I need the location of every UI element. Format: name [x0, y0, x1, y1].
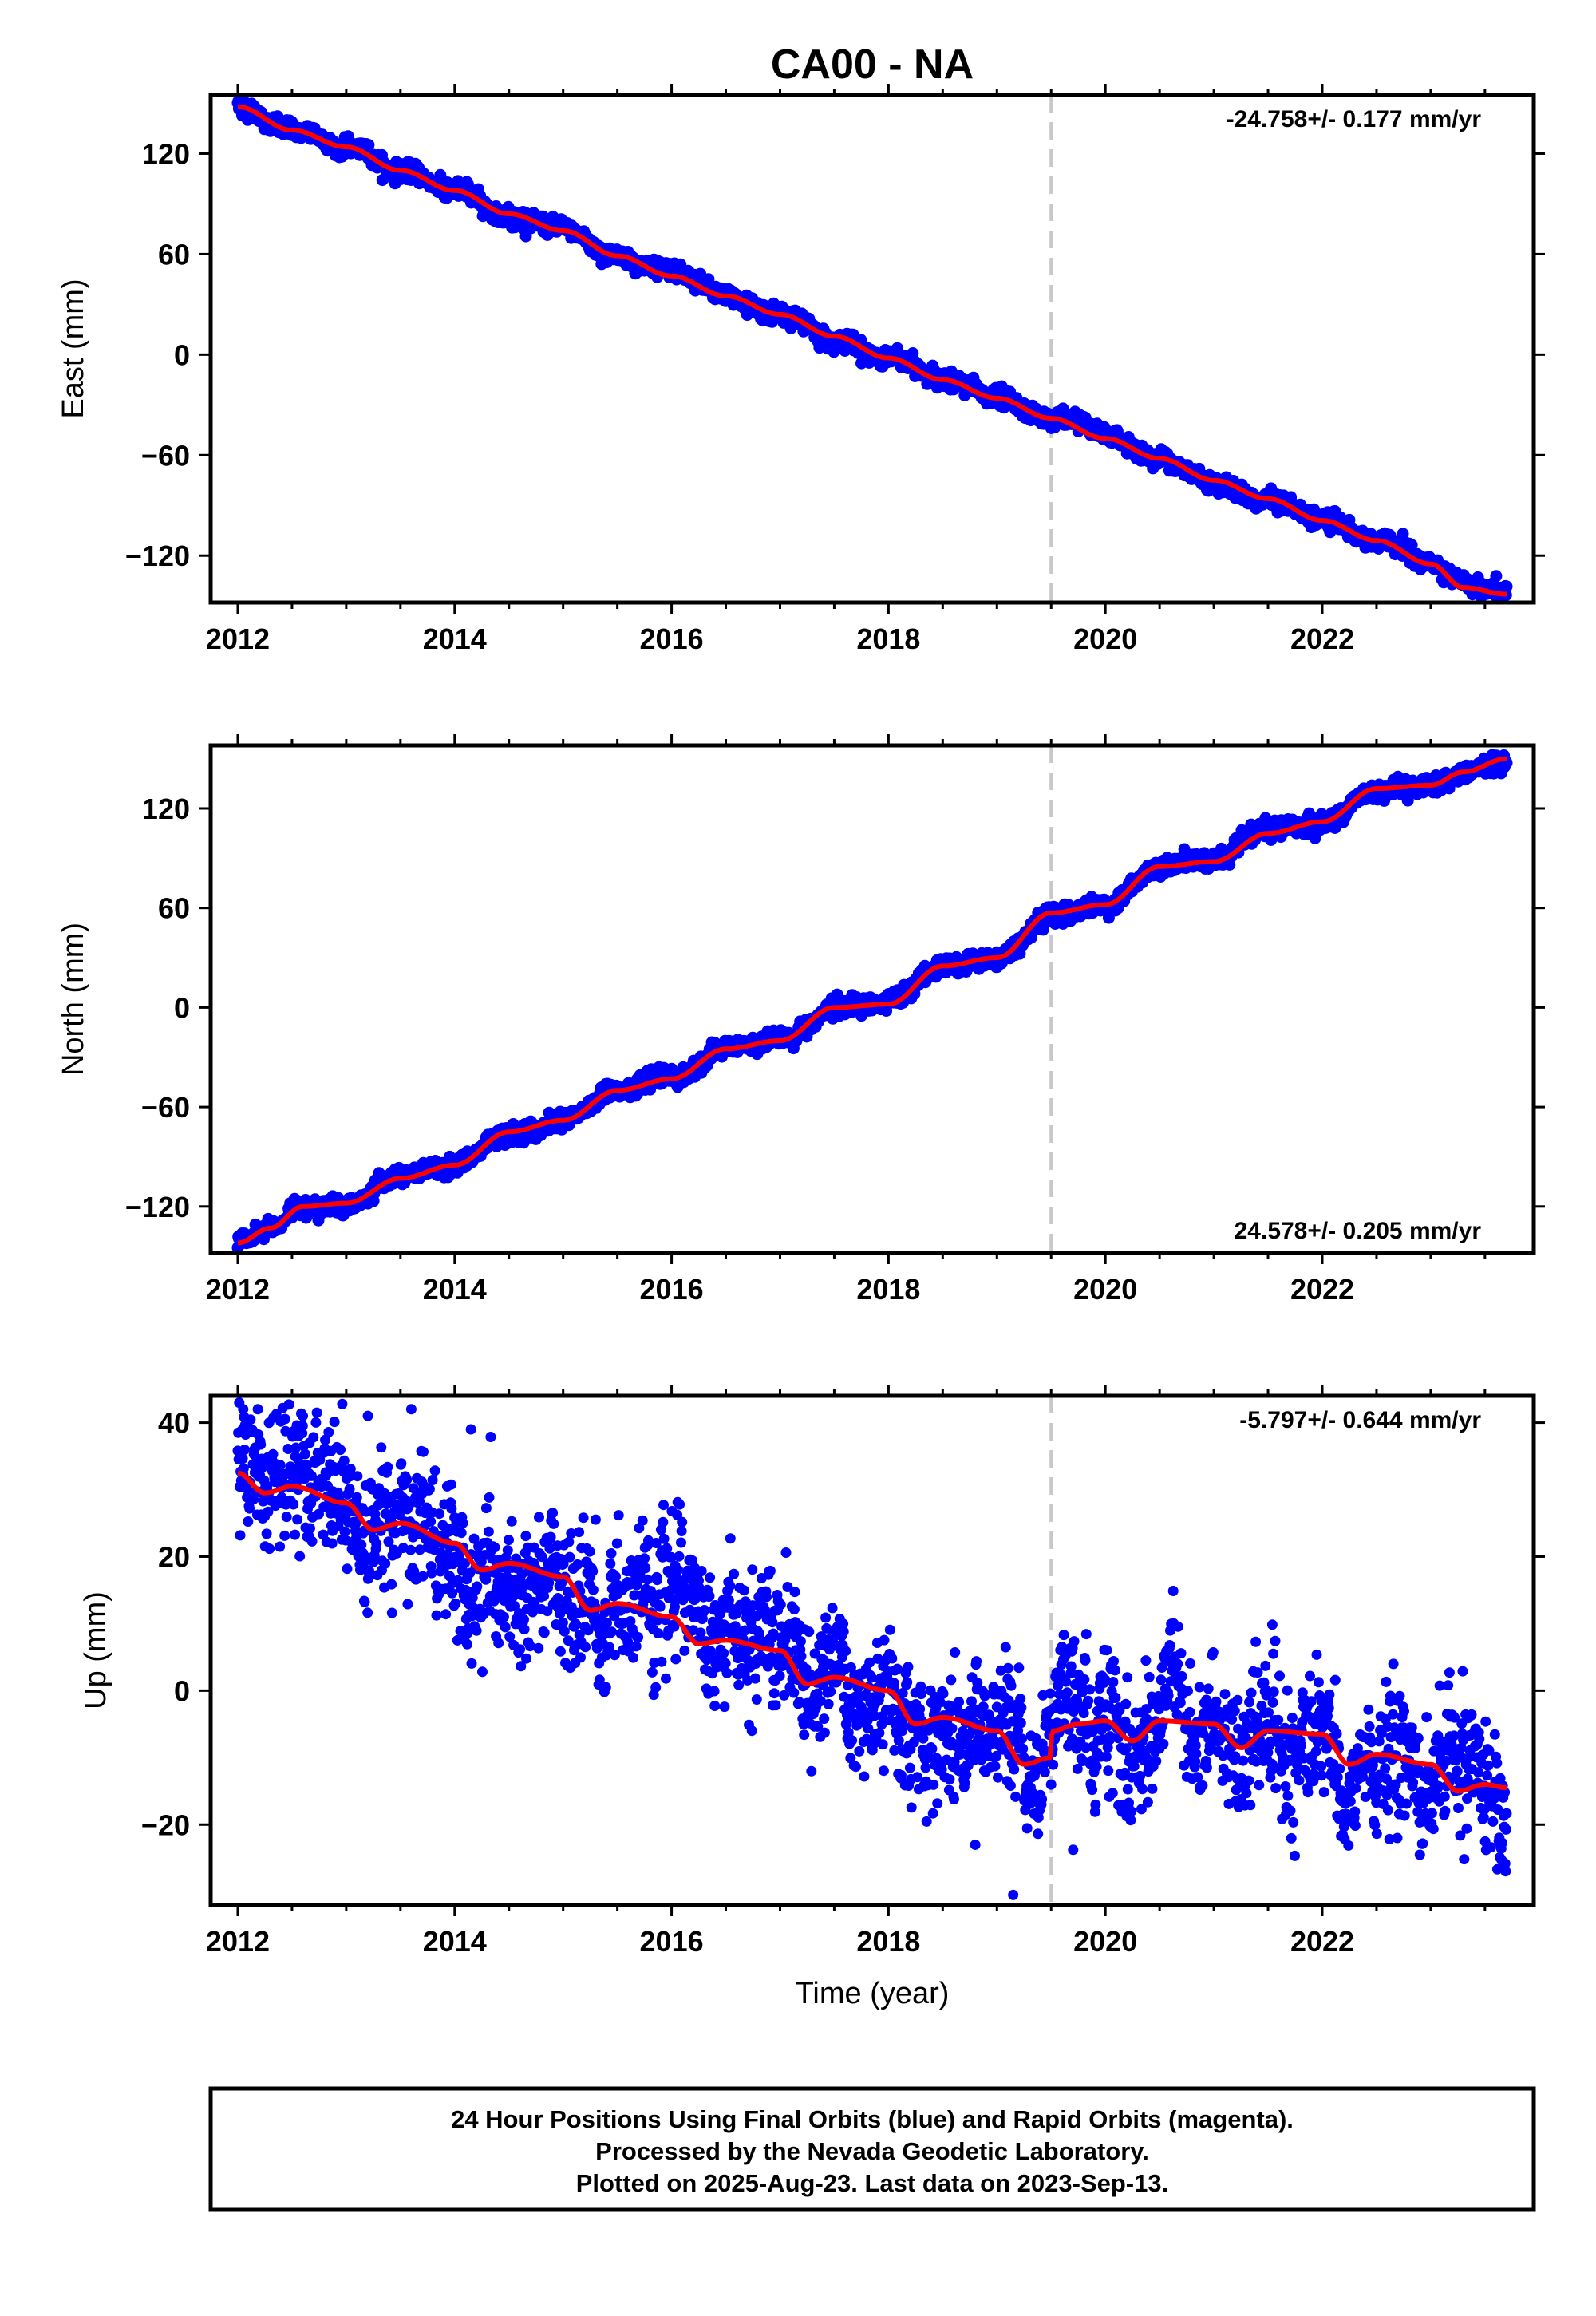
model-line — [237, 756, 1507, 1246]
data-point — [337, 1398, 348, 1409]
rate-label: 24.578+/- 0.205 mm/yr — [1235, 1218, 1482, 1244]
data-point — [281, 1512, 292, 1523]
x-tick-label: 2016 — [640, 1273, 704, 1306]
x-tick-label: 2020 — [1073, 622, 1137, 655]
y-tick-label: −60 — [141, 439, 190, 472]
x-tick-label: 2018 — [856, 622, 920, 655]
data-point — [329, 1417, 340, 1428]
data-point — [288, 1499, 299, 1510]
data-point — [305, 1523, 315, 1534]
y-tick-label: 60 — [158, 892, 190, 925]
data-points — [231, 749, 1513, 1253]
data-point — [434, 168, 447, 181]
data-point — [1500, 580, 1513, 593]
x-tick-label: 2012 — [206, 622, 270, 655]
y-tick-label: 60 — [158, 238, 190, 271]
data-point — [312, 1372, 322, 1382]
data-point — [275, 1541, 286, 1552]
data-point — [239, 1445, 250, 1455]
data-point — [326, 1538, 338, 1549]
data-points — [231, 95, 1513, 603]
plot-frame — [208, 93, 1536, 605]
x-tick-label: 2016 — [640, 622, 704, 655]
data-point — [306, 1535, 318, 1547]
y-tick-label: 0 — [174, 338, 190, 371]
data-point — [252, 1404, 263, 1415]
data-point — [297, 1421, 308, 1432]
data-point — [283, 1399, 294, 1410]
y-axis-label: North (mm) — [57, 923, 90, 1076]
x-tick-label: 2014 — [423, 1273, 487, 1306]
data-point — [279, 1530, 290, 1541]
model-line — [237, 104, 1507, 597]
y-tick-label: 120 — [142, 792, 190, 825]
data-point — [267, 1448, 279, 1460]
data-point — [261, 1528, 272, 1539]
x-tick-label: 2020 — [1073, 1273, 1137, 1306]
data-point — [1037, 923, 1049, 936]
data-point — [264, 1543, 275, 1555]
figure-title: CA00 - NA — [771, 41, 974, 88]
x-tick-label: 2022 — [1290, 622, 1354, 655]
data-points — [232, 1372, 1512, 1900]
data-point — [279, 1413, 290, 1425]
data-point — [344, 1484, 355, 1495]
x-tick-label: 2012 — [206, 1273, 270, 1306]
y-tick-label: 0 — [174, 991, 190, 1024]
data-point — [245, 1414, 256, 1425]
data-point — [311, 1407, 322, 1418]
data-point — [235, 1530, 246, 1541]
y-tick-label: −120 — [125, 539, 190, 572]
data-point — [243, 1516, 254, 1527]
data-point — [342, 1563, 353, 1575]
data-point — [294, 1551, 306, 1562]
data-point — [275, 1460, 286, 1471]
data-point — [299, 1448, 310, 1460]
x-tick-label: 2018 — [856, 1273, 920, 1306]
data-point — [255, 1439, 267, 1450]
y-axis-label: East (mm) — [57, 279, 90, 418]
panel-east: 2012 2014 2016 2018 2020 2022 −120 −60 0 60 120 Eas… — [57, 84, 1545, 655]
data-point — [310, 1417, 322, 1428]
rate-label: -24.758+/- 0.177 mm/yr — [1227, 106, 1482, 132]
data-point — [335, 1445, 346, 1456]
data-point — [323, 1427, 334, 1437]
y-tick-label: 120 — [142, 137, 190, 170]
x-tick-label: 2022 — [1290, 1273, 1354, 1306]
data-point — [338, 1455, 350, 1466]
panel-north: 2012 2014 2016 2018 2020 2022 −120 −60 0 60 120 Nor… — [57, 734, 1545, 1306]
y-tick-label: −120 — [125, 1191, 190, 1223]
data-point — [1401, 794, 1414, 807]
data-point — [290, 1529, 301, 1540]
data-point — [237, 1453, 248, 1464]
y-tick-label: −60 — [141, 1091, 190, 1124]
x-tick-label: 2014 — [423, 622, 487, 655]
data-point — [1490, 570, 1503, 583]
data-point — [292, 1514, 303, 1525]
plot-frame — [208, 743, 1536, 1255]
data-point — [362, 139, 375, 152]
data-point — [308, 1432, 319, 1443]
